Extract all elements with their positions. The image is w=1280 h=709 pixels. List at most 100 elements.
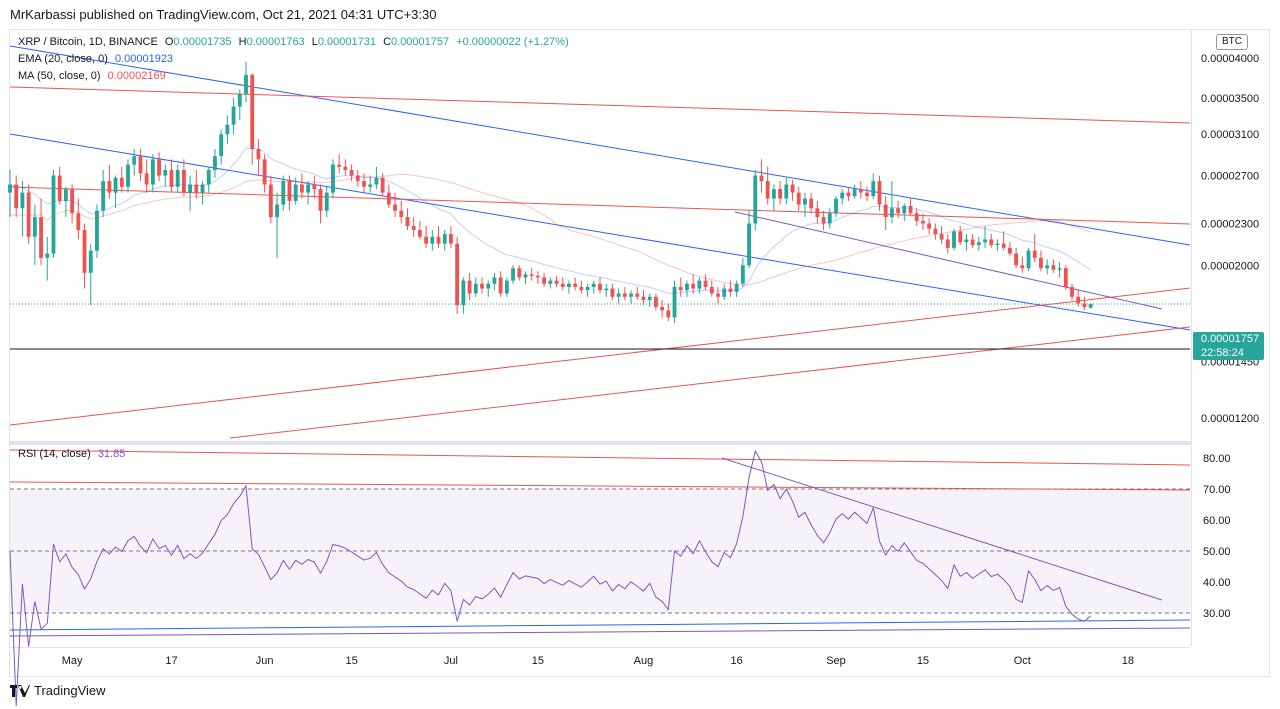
candle-body (231, 106, 236, 125)
legend-ema-label: EMA (20, close, 0) (18, 53, 108, 65)
price-tick-label: 0.00001200 (1201, 413, 1259, 425)
candle-body (486, 283, 491, 289)
pane-separator[interactable] (9, 441, 1191, 445)
candle-body (1045, 265, 1050, 269)
candle-body (119, 177, 124, 187)
candle-body (20, 192, 25, 209)
candle-body (467, 280, 472, 294)
candle-body (672, 286, 677, 318)
ma50-line (10, 173, 1091, 286)
legend-ma[interactable]: MA (50, close, 0) 0.00002169 (18, 70, 166, 82)
candle-body (405, 217, 410, 227)
rsi-tick-label: 70.00 (1203, 484, 1231, 496)
candle-body (585, 286, 590, 291)
candle-body (424, 236, 429, 244)
legend-symbol[interactable]: XRP / Bitcoin, 1D, BINANCE (18, 36, 158, 48)
tradingview-footer[interactable]: TradingView (10, 683, 106, 698)
legend-change: +0.00000022 (+1.27%) (456, 36, 569, 48)
tradingview-brand: TradingView (34, 683, 106, 698)
candle-body (927, 223, 932, 229)
candle-body (653, 296, 658, 307)
legend-rsi[interactable]: RSI (14, close) 31.85 (18, 448, 125, 460)
rsi-trendline-red-top (9, 449, 1191, 466)
candle-body (63, 189, 68, 201)
trendline-red-rising (9, 287, 1191, 426)
currency-badge[interactable]: BTC (1216, 34, 1248, 50)
time-tick-label: 18 (1122, 655, 1134, 667)
legend-ma-label: MA (50, close, 0) (18, 70, 101, 82)
rsi-tick-label: 50.00 (1203, 546, 1231, 558)
candle-body (51, 175, 56, 254)
candle-body (293, 184, 298, 201)
candle-body (591, 283, 596, 287)
candle-body (299, 184, 304, 193)
candle-body (902, 205, 907, 214)
legend-ema[interactable]: EMA (20, close, 0) 0.00001923 (18, 53, 173, 65)
candle-body (39, 217, 43, 258)
legend-ema-value: 0.00001923 (114, 53, 174, 65)
candle-body (504, 280, 509, 294)
tradingview-logo-icon (10, 684, 30, 697)
candle-body (430, 236, 435, 244)
candle-body (157, 159, 161, 176)
candle-body (921, 220, 925, 224)
legend-close: 0.00001757 (391, 36, 450, 48)
candle-body (455, 243, 460, 306)
candle-body (753, 175, 758, 224)
candle-body (567, 283, 571, 287)
candle-body (647, 296, 652, 301)
last-price-tag: 0.00001757 22:58:24 (1193, 332, 1264, 360)
candle-body (964, 239, 969, 243)
candle-body (480, 283, 484, 289)
candle-body (256, 149, 261, 160)
candle-body (939, 234, 944, 240)
candle-body (560, 283, 565, 287)
candle-body (765, 181, 770, 199)
candle-body (138, 156, 143, 174)
candle-body (728, 288, 733, 292)
candle-body (200, 184, 205, 193)
rsi-tick-label: 40.00 (1203, 577, 1231, 589)
candle-body (1032, 250, 1037, 258)
candle-body (784, 184, 789, 199)
legend-high: 0.00001763 (246, 36, 305, 48)
candle-body (26, 192, 31, 237)
candle-body (318, 189, 323, 211)
candle-body (734, 283, 739, 292)
candle-body (821, 217, 826, 224)
candle-body (498, 277, 503, 294)
trendline-red-rising-2 (229, 326, 1191, 439)
candle-body (1076, 296, 1081, 304)
candle-body (660, 306, 665, 311)
legend-rsi-label: RSI (14, close) (18, 448, 91, 460)
time-tick-label: Sep (826, 655, 846, 667)
candle-body (877, 181, 882, 205)
candle-body (337, 164, 342, 167)
candle-body (759, 175, 764, 182)
candle-body (343, 166, 348, 171)
candle-body (889, 208, 894, 218)
candle-body (616, 293, 621, 297)
candle-body (678, 286, 683, 291)
candle-body (213, 156, 217, 171)
candle-body (399, 210, 404, 218)
candle-body (666, 310, 671, 318)
chart-frame (9, 29, 1270, 677)
candle-body (57, 175, 62, 201)
candle-body (1007, 247, 1012, 254)
candle-body (1039, 257, 1043, 269)
candle-body (852, 189, 857, 197)
time-tick-label: 15 (345, 655, 357, 667)
candle-body (548, 280, 553, 284)
candle-body (598, 283, 602, 291)
candle-body (144, 173, 149, 185)
legend-low-label: L (311, 36, 318, 48)
legend-low: 0.00001731 (317, 36, 376, 48)
candle-body (803, 198, 807, 205)
candle-body (45, 253, 50, 258)
candle-body (542, 277, 547, 284)
candle-body (268, 184, 273, 218)
candle-body (579, 286, 584, 291)
candle-body (461, 280, 466, 306)
